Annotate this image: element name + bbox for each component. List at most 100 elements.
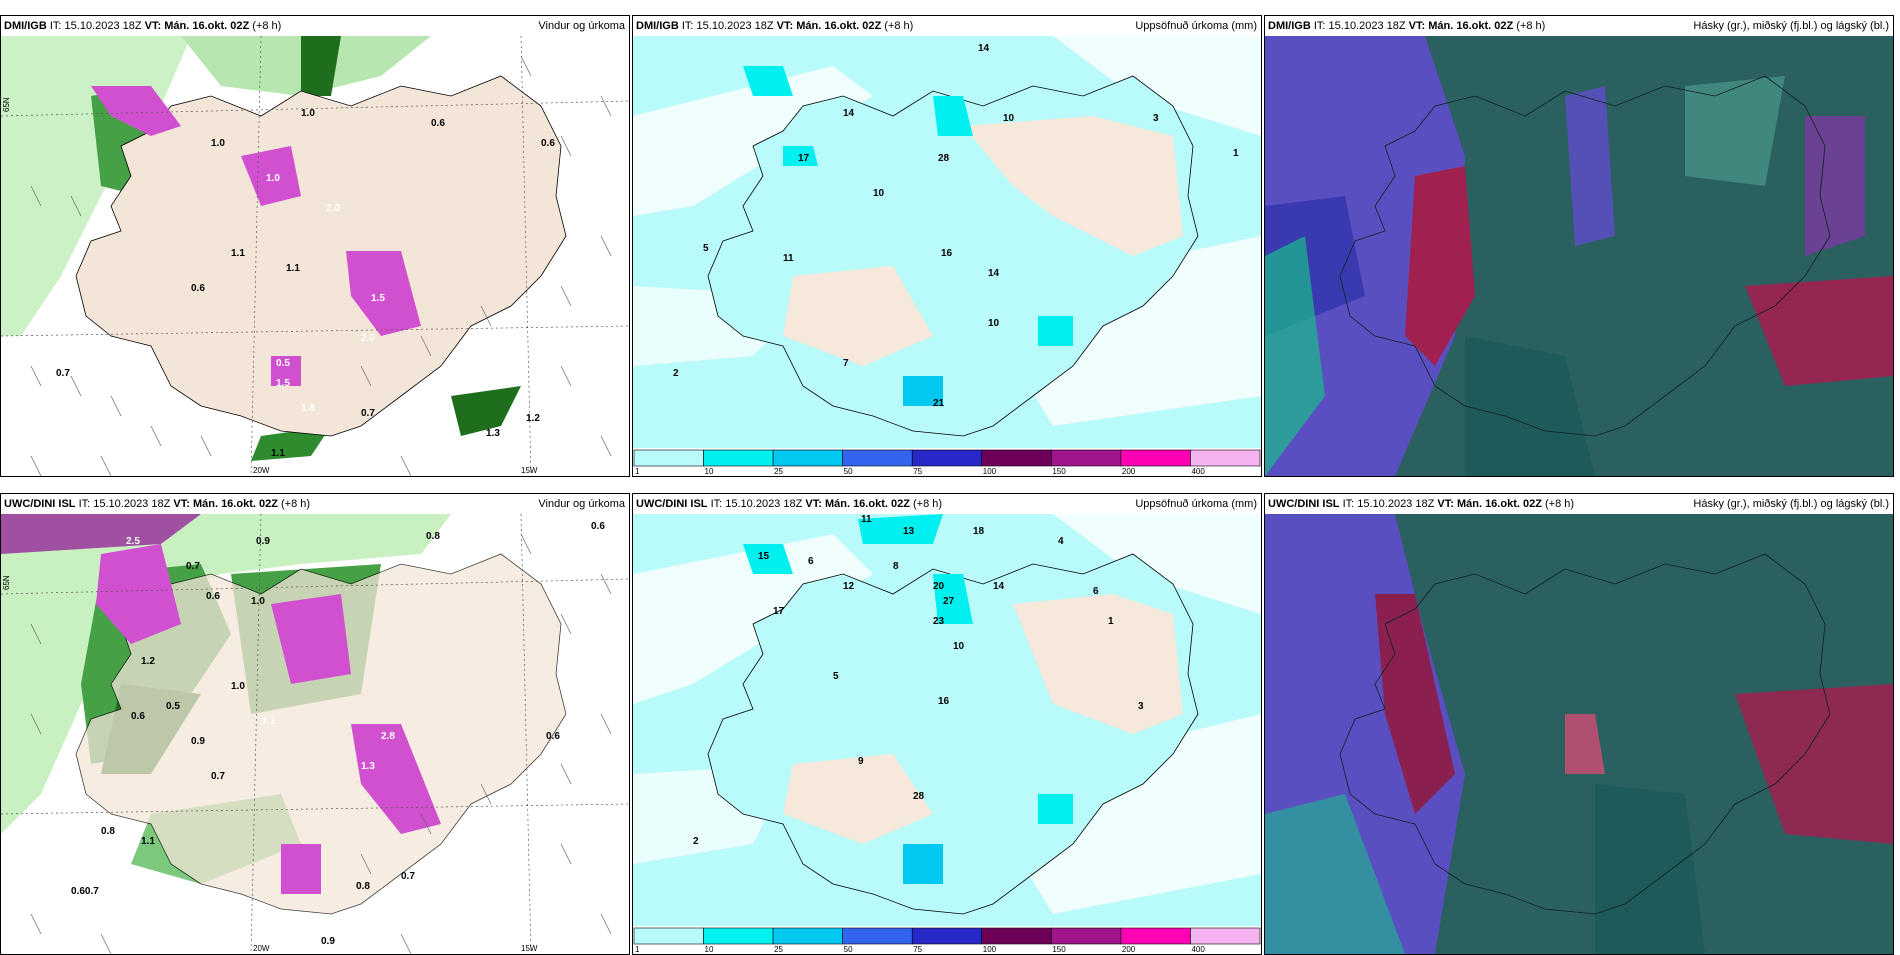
precip-values: 0.6 2.5 0.8 0.9 0.7 1.0 0.6 1.2 0.5 0.6 … <box>71 521 605 947</box>
value-label: 21 <box>933 398 945 409</box>
vt-label: VT: <box>776 20 794 32</box>
colorbar-tick: 150 <box>1052 467 1066 476</box>
panel-title: Vindur og úrkoma <box>538 20 625 32</box>
init-time: 15.10.2023 18Z <box>64 20 142 32</box>
colorbar-swatch <box>633 449 704 467</box>
value-label: 3 <box>1153 113 1159 124</box>
value-label: 27 <box>943 596 955 607</box>
panel-header: DMI/IGB IT: 15.10.2023 18Z VT: Mán. 16.o… <box>1265 16 1893 36</box>
value-label: 15 <box>758 551 770 562</box>
value-label: 20 <box>933 581 945 592</box>
valid-time: Mán. 16.okt. 02Z <box>192 498 278 510</box>
model-name: DMI/IGB <box>1268 20 1311 32</box>
panel-top-clouds: DMI/IGB IT: 15.10.2023 18Z VT: Mán. 16.o… <box>1264 15 1894 477</box>
init-time: 15.10.2023 18Z <box>696 20 774 32</box>
it-label: IT: <box>78 498 91 510</box>
value-label: 5 <box>703 243 709 254</box>
panel-title: Hásky (gr.), miðský (fj.bl.) og lágský (… <box>1693 498 1889 510</box>
value-label: 0.8 <box>101 826 115 837</box>
colorbar-swatch <box>703 927 774 945</box>
value-label: 1.3 <box>486 428 500 439</box>
model-name: DMI/IGB <box>636 20 679 32</box>
value-label: 0.9 <box>321 936 335 947</box>
value-label: 14 <box>843 108 855 119</box>
colorbar-swatch <box>981 927 1052 945</box>
colorbar-tick: 10 <box>705 467 714 476</box>
lead-time: (+8 h) <box>252 20 282 32</box>
colorbar-swatch <box>1051 927 1122 945</box>
value-label: 1.0 <box>301 108 315 119</box>
model-name: UWC/DINI ISL <box>1268 498 1340 510</box>
value-label: 0.6 <box>541 138 555 149</box>
panel-bottom-accum-precip: UWC/DINI ISL IT: 15.10.2023 18Z VT: Mán.… <box>632 493 1262 955</box>
value-label: 0.7 <box>56 368 70 379</box>
value-label: 16 <box>938 696 950 707</box>
value-label: 0.5 <box>276 358 290 369</box>
panel-title: Uppsöfnuð úrkoma (mm) <box>1135 498 1257 510</box>
value-label: 4 <box>1058 536 1064 547</box>
value-label: 1.5 <box>276 378 290 389</box>
colorbar-tick: 25 <box>774 467 783 476</box>
value-label: 1.1 <box>271 448 285 459</box>
value-label: 1 <box>1233 148 1239 159</box>
valid-time: Mán. 16.okt. 02Z <box>796 20 882 32</box>
value-label: 0.7 <box>401 871 415 882</box>
value-label: 1.2 <box>526 413 540 424</box>
valid-time: Mán. 16.okt. 02Z <box>164 20 250 32</box>
colorbar-tick: 200 <box>1122 467 1136 476</box>
model-name: UWC/DINI ISL <box>4 498 76 510</box>
lead-time: (+8 h) <box>1545 498 1575 510</box>
value-label: 0.7 <box>361 408 375 419</box>
colorbar-swatch <box>1190 449 1261 467</box>
panel-title: Vindur og úrkoma <box>538 498 625 510</box>
accum-precip-map: 14 14 17 10 28 10 3 1 16 11 5 14 10 7 2 … <box>633 36 1261 476</box>
colorbar-swatch <box>633 927 704 945</box>
panel-header: UWC/DINI ISL IT: 15.10.2023 18Z VT: Mán.… <box>1265 494 1893 514</box>
value-label: 5 <box>833 671 839 682</box>
value-label: 10 <box>1003 113 1015 124</box>
accum-values: 11 13 18 4 15 6 17 12 8 20 27 14 23 10 6… <box>693 514 1144 847</box>
vt-label: VT: <box>1437 498 1454 510</box>
value-label: 16 <box>941 248 953 259</box>
lead-time: (+8 h) <box>884 20 914 32</box>
colorbar-swatch <box>772 927 843 945</box>
value-label: 2 <box>673 368 679 379</box>
precip-values: 1.0 0.6 0.6 1.0 1.0 2.0 1.1 1.5 2.0 1.1 … <box>56 108 555 459</box>
lon-label-20w: 20W <box>253 944 270 953</box>
lon-label-20w: 20W <box>253 466 270 475</box>
cloud-cover-map <box>1265 36 1893 476</box>
value-label: 0.7 <box>186 561 200 572</box>
panel-top-accum-precip: DMI/IGB IT: 15.10.2023 18Z VT: Mán. 16.o… <box>632 15 1262 477</box>
value-label: 17 <box>773 606 785 617</box>
value-label: 1.0 <box>266 173 280 184</box>
value-label: 10 <box>953 641 965 652</box>
value-label: 11 <box>783 253 794 264</box>
value-label: 14 <box>993 581 1005 592</box>
lead-time: (+8 h) <box>913 498 943 510</box>
panel-header: DMI/IGB IT: 15.10.2023 18Z VT: Mán. 16.o… <box>633 16 1261 36</box>
value-label: 2.0 <box>326 203 340 214</box>
value-label: 6 <box>808 556 814 567</box>
value-label: 0.7 <box>211 771 225 782</box>
value-label: 1.2 <box>141 656 155 667</box>
it-label: IT: <box>1342 498 1355 510</box>
value-label: 14 <box>988 268 1000 279</box>
model-name: DMI/IGB <box>4 20 47 32</box>
value-label: 23 <box>933 616 945 627</box>
init-time: 15.10.2023 18Z <box>725 498 803 510</box>
colorbar-swatch <box>842 927 913 945</box>
colorbar-swatch <box>981 449 1052 467</box>
colorbar-tick: 50 <box>844 467 853 476</box>
value-label: 13 <box>903 526 915 537</box>
colorbar-swatch <box>1120 927 1191 945</box>
lat-label: 65N <box>2 575 11 590</box>
value-label: 9 <box>858 756 864 767</box>
colorbar-swatch <box>911 449 983 467</box>
value-label: 2.8 <box>381 731 395 742</box>
colorbar-swatch <box>911 927 983 945</box>
it-label: IT: <box>49 20 62 32</box>
value-label: 1.3 <box>361 761 375 772</box>
value-label: 1.5 <box>371 293 385 304</box>
colorbar-swatch <box>772 449 843 467</box>
model-name: UWC/DINI ISL <box>636 498 708 510</box>
